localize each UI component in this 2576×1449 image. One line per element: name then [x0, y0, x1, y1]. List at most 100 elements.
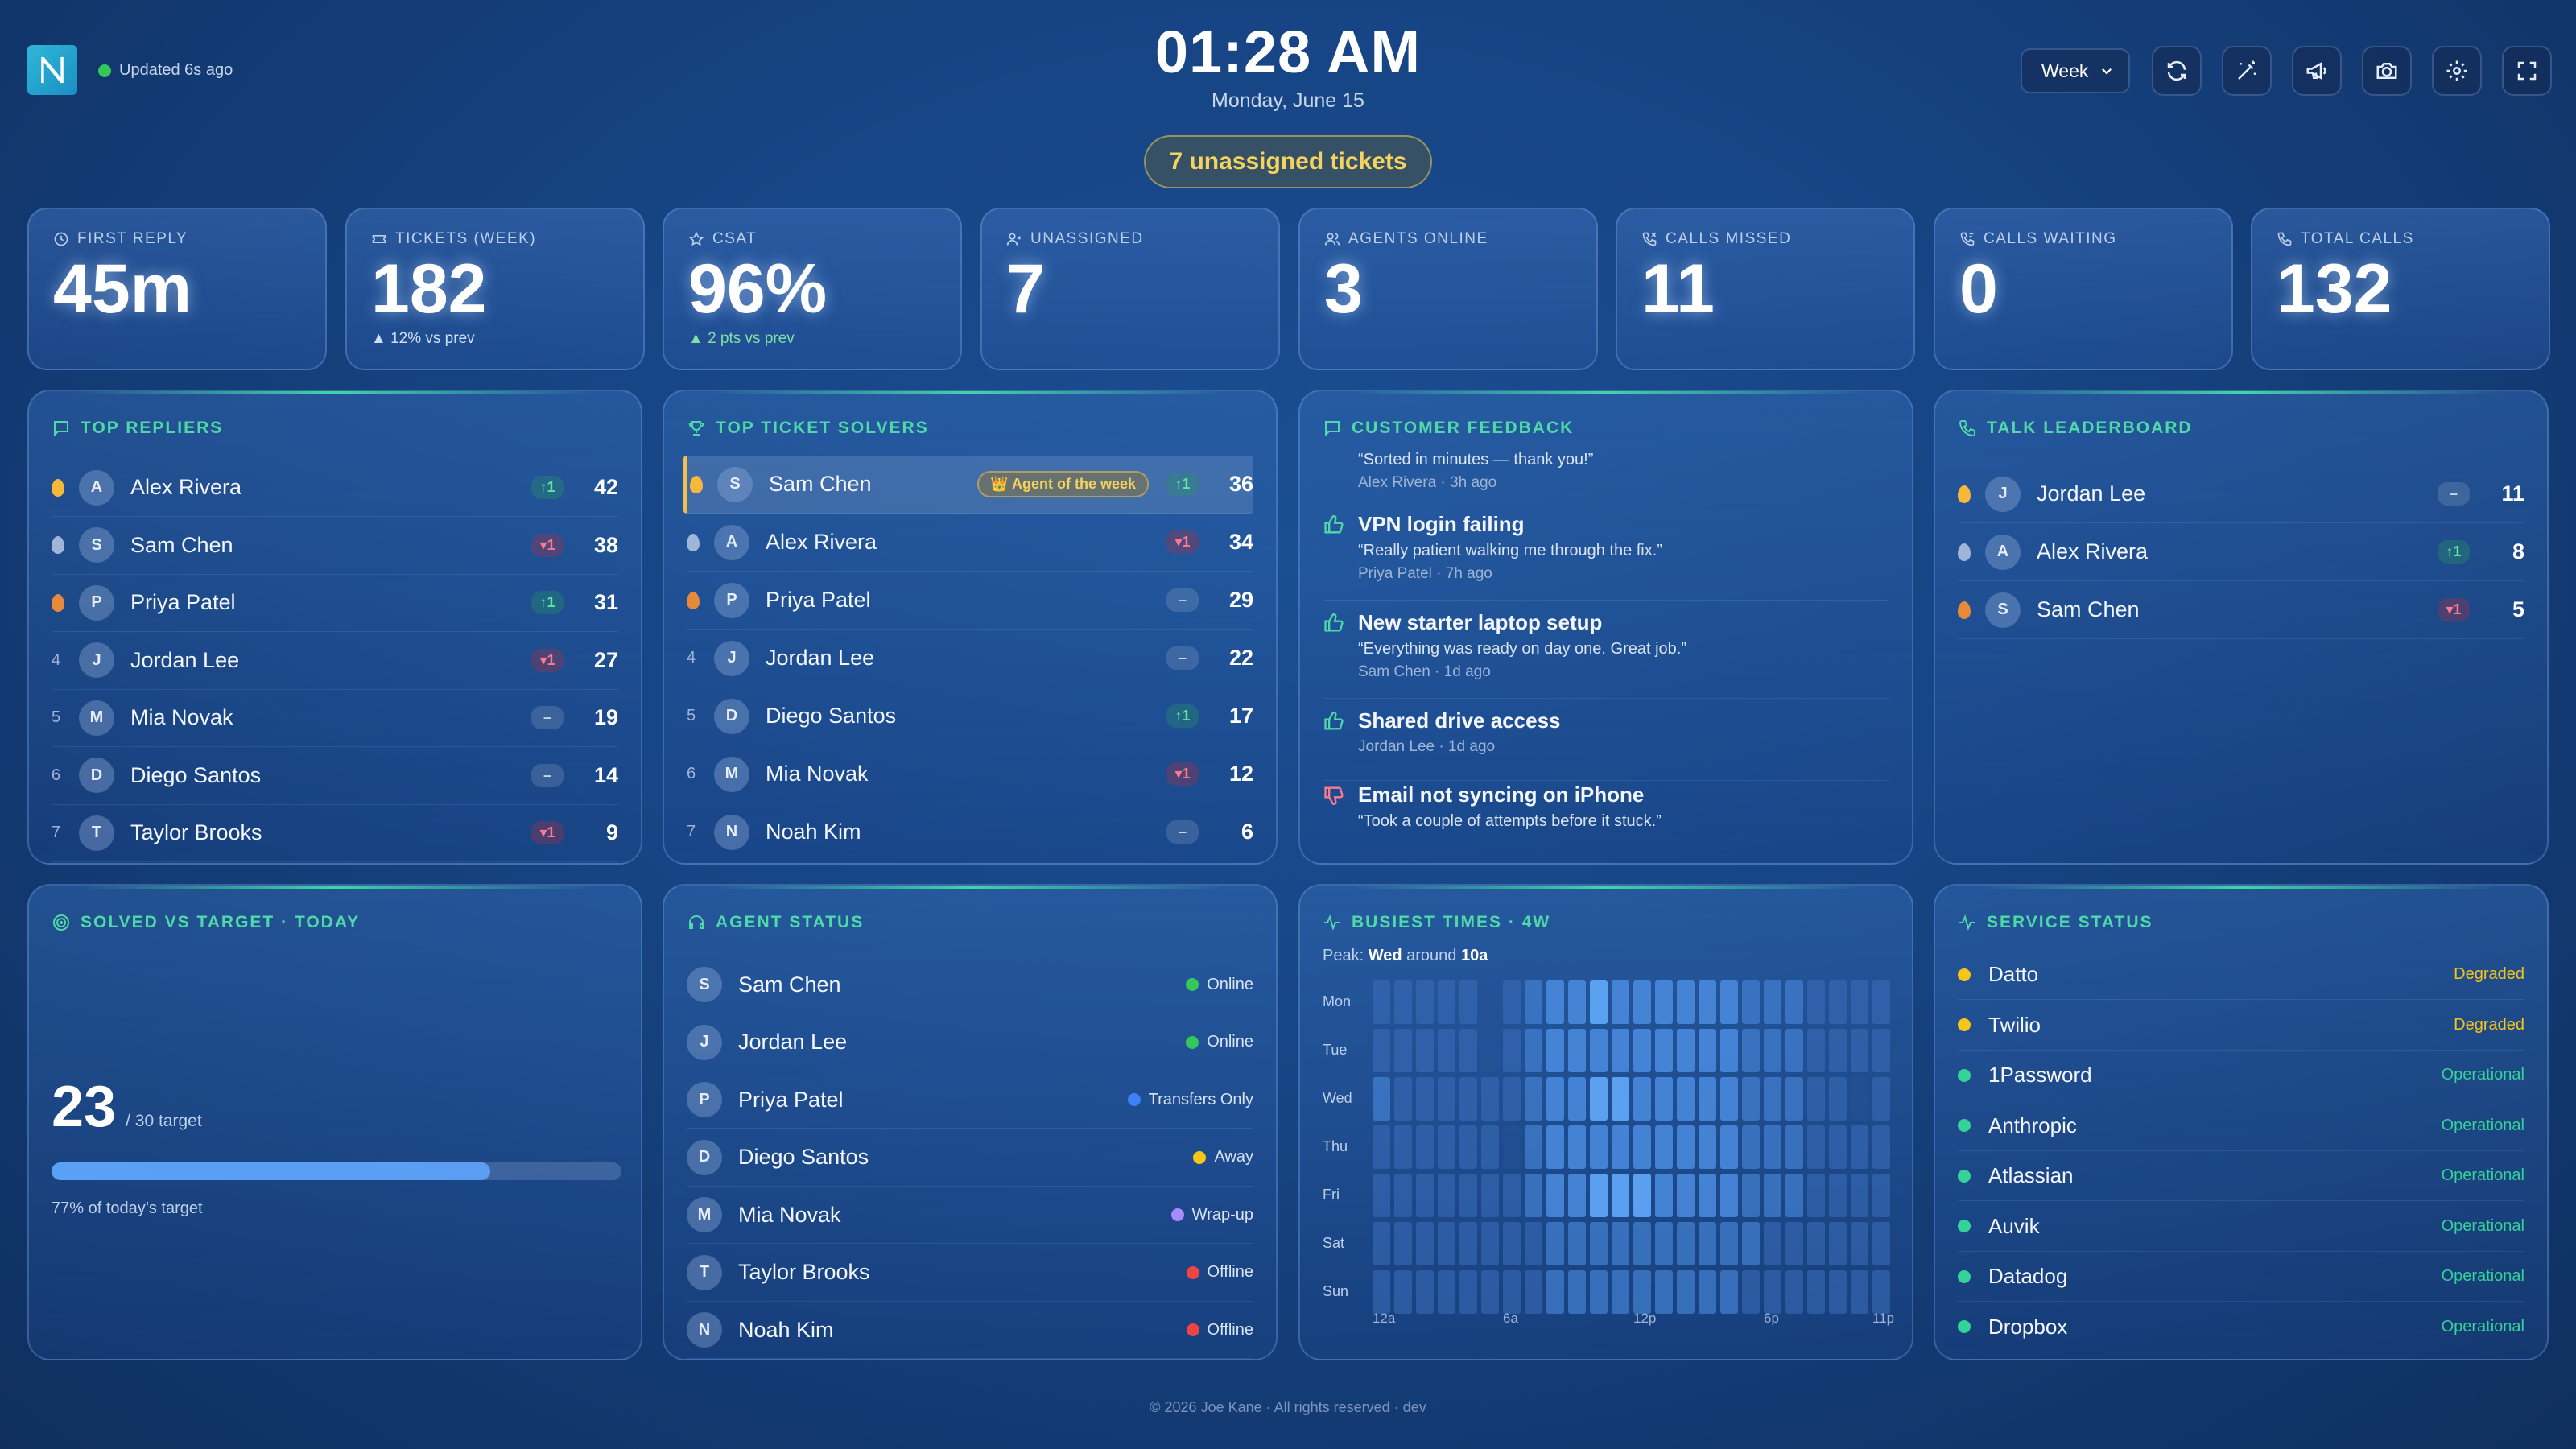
leaderboard-row[interactable]: 7 T Taylor Brooks ▾1 9 — [52, 804, 618, 862]
heatmap-cell — [1872, 1029, 1890, 1072]
service-row[interactable]: 1Password Operational — [1958, 1051, 2524, 1100]
heatmap-cell — [1872, 1270, 1890, 1314]
avatar: A — [1985, 534, 2021, 570]
leaderboard-row[interactable]: A Alex Rivera ▾1 34 — [687, 514, 1253, 572]
heatmap-cell — [1590, 1077, 1608, 1121]
service-row[interactable]: Anthropic Operational — [1958, 1101, 2524, 1151]
leaderboard-row[interactable]: P Priya Patel – 29 — [687, 572, 1253, 630]
rank — [687, 591, 714, 609]
avatar: N — [714, 814, 749, 850]
score: 22 — [1228, 646, 1253, 670]
leaderboard-row[interactable]: 5 D Diego Santos ↑1 17 — [687, 687, 1253, 745]
phone-waiting-icon — [1960, 232, 1975, 246]
heatmap-cell — [1438, 1077, 1455, 1121]
agent-status-row[interactable]: J Jordan Lee Online — [687, 1014, 1253, 1071]
agent-status-row[interactable]: N Noah Kim Offline — [687, 1302, 1253, 1359]
service-row[interactable]: Atlassian Operational — [1958, 1151, 2524, 1201]
feedback-item[interactable]: “Sorted in minutes — thank you!” Alex Riv… — [1323, 446, 1889, 510]
announce-button[interactable] — [2292, 46, 2342, 96]
rank — [1958, 601, 1985, 619]
heatmap-cell — [1633, 1270, 1651, 1314]
agent-name: Sam Chen — [769, 472, 872, 496]
leaderboard-row[interactable]: 5 M Mia Novak – 19 — [52, 689, 618, 747]
feedback-title: New starter laptop setup — [1358, 610, 1603, 634]
feedback-item[interactable]: New starter laptop setup “Everything was … — [1323, 610, 1889, 699]
fullscreen-button[interactable] — [2502, 46, 2552, 96]
leaderboard-row[interactable]: 7 N Noah Kim – 6 — [687, 803, 1253, 861]
avatar: J — [1985, 476, 2021, 512]
rank: 7 — [687, 823, 696, 840]
agent-status-row[interactable]: D Diego Santos Away — [687, 1129, 1253, 1187]
agent-of-week-badge: 👑 Agent of the week — [977, 471, 1149, 497]
solved-count: 23 / 30 target — [52, 1074, 202, 1140]
avatar: A — [79, 469, 114, 506]
range-select[interactable]: Week — [2021, 48, 2130, 93]
heatmap-cell — [1438, 1125, 1455, 1169]
kpi-first-reply: FIRST REPLY 45m — [27, 208, 327, 370]
agent-status-row[interactable]: P Priya Patel Transfers Only — [687, 1071, 1253, 1129]
updated-text: Updated 6s ago — [119, 61, 233, 79]
heatmap-cell — [1568, 1029, 1586, 1072]
agent-name: Sam Chen — [130, 532, 233, 557]
card-title: TOP TICKET SOLVERS — [716, 419, 929, 437]
leaderboard-row[interactable]: J Jordan Lee – 11 — [1958, 465, 2524, 523]
solved-caption: 77% of today’s target — [52, 1199, 203, 1217]
feedback-meta: Priya Patel · 7h ago — [1358, 565, 1492, 582]
fullscreen-icon — [2517, 61, 2537, 80]
feedback-meta: Alex Rivera · 3h ago — [1358, 474, 1497, 491]
heatmap-cell — [1394, 1125, 1412, 1169]
screenshot-button[interactable] — [2362, 46, 2412, 96]
leaderboard-row[interactable]: P Priya Patel ↑1 31 — [52, 574, 618, 632]
magic-wand-button[interactable] — [2222, 46, 2272, 96]
service-name: Datto — [1988, 962, 2039, 986]
target-icon — [53, 914, 69, 931]
leaderboard-row[interactable]: 4 J Jordan Lee ▾1 27 — [52, 632, 618, 690]
leaderboard-row[interactable]: 6 D Diego Santos – 14 — [52, 747, 618, 805]
agent-status-row[interactable]: S Sam Chen Online — [687, 956, 1253, 1013]
peak-prefix: Peak: — [1323, 947, 1368, 964]
leaderboard-row[interactable]: S Sam Chen ▾1 5 — [1958, 581, 2524, 639]
unassigned-tickets-pill[interactable]: 7 unassigned tickets — [1144, 135, 1432, 188]
leaderboard-row[interactable]: A Alex Rivera ↑1 8 — [1958, 523, 2524, 581]
peak-text: Peak: Wed around 10a — [1323, 947, 1488, 965]
rank-change-badge: – — [531, 763, 564, 787]
heatmap-cell — [1525, 1270, 1542, 1314]
heatmap-cell — [1807, 1077, 1825, 1121]
thumbs-up-icon — [1324, 515, 1344, 534]
heatmap-cell — [1568, 1270, 1586, 1314]
status-dot-icon — [1186, 1323, 1199, 1336]
service-row[interactable]: Datto Degraded — [1958, 950, 2524, 1000]
settings-button[interactable] — [2432, 46, 2482, 96]
heatmap-cell — [1742, 1270, 1760, 1314]
leaderboard-row[interactable]: S Sam Chen 👑 Agent of the week ↑1 36 — [683, 456, 1253, 514]
heatmap-cell — [1720, 1125, 1738, 1169]
heatmap-cell — [1807, 1222, 1825, 1265]
heatmap-cell — [1394, 980, 1412, 1024]
kpi-total-calls: TOTAL CALLS 132 — [2251, 208, 2550, 370]
refresh-button[interactable] — [2152, 46, 2202, 96]
service-row[interactable]: Twilio Degraded — [1958, 1001, 2524, 1051]
update-status: Updated 6s ago — [98, 61, 233, 80]
status-dot-icon — [1193, 1150, 1207, 1164]
footer: © 2026 Joe Kane · All rights reserved · … — [1150, 1399, 1426, 1415]
heatmap-cell — [1764, 1125, 1781, 1169]
leaderboard-row[interactable]: A Alex Rivera ↑1 42 — [52, 459, 618, 517]
heatmap-cell — [1872, 1174, 1890, 1217]
heatmap-cell — [1655, 1222, 1673, 1265]
leaderboard-row[interactable]: S Sam Chen ▾1 38 — [52, 517, 618, 575]
service-row[interactable]: Dropbox Operational — [1958, 1302, 2524, 1352]
feedback-item[interactable]: Shared drive access Jordan Lee · 1d ago — [1323, 708, 1889, 781]
agent-status-row[interactable]: M Mia Novak Wrap-up — [687, 1187, 1253, 1244]
agent-status-row[interactable]: T Taylor Brooks Offline — [687, 1245, 1253, 1302]
feedback-item[interactable]: VPN login failing “Really patient walking… — [1323, 512, 1889, 601]
heatmap-cell — [1503, 1222, 1521, 1265]
leaderboard-row[interactable]: 6 M Mia Novak ▾1 12 — [687, 745, 1253, 803]
service-row[interactable]: Auvik Operational — [1958, 1202, 2524, 1252]
rank-change-badge: ▾1 — [531, 533, 564, 557]
leaderboard-row[interactable]: 4 J Jordan Lee – 22 — [687, 630, 1253, 687]
kpi-label: UNASSIGNED — [1030, 230, 1144, 247]
heatmap-cell — [1568, 980, 1586, 1024]
heatmap-cell — [1612, 1077, 1629, 1121]
feedback-item[interactable]: Email not syncing on iPhone “Took a coupl… — [1323, 782, 1889, 863]
service-row[interactable]: Datadog Operational — [1958, 1252, 2524, 1302]
